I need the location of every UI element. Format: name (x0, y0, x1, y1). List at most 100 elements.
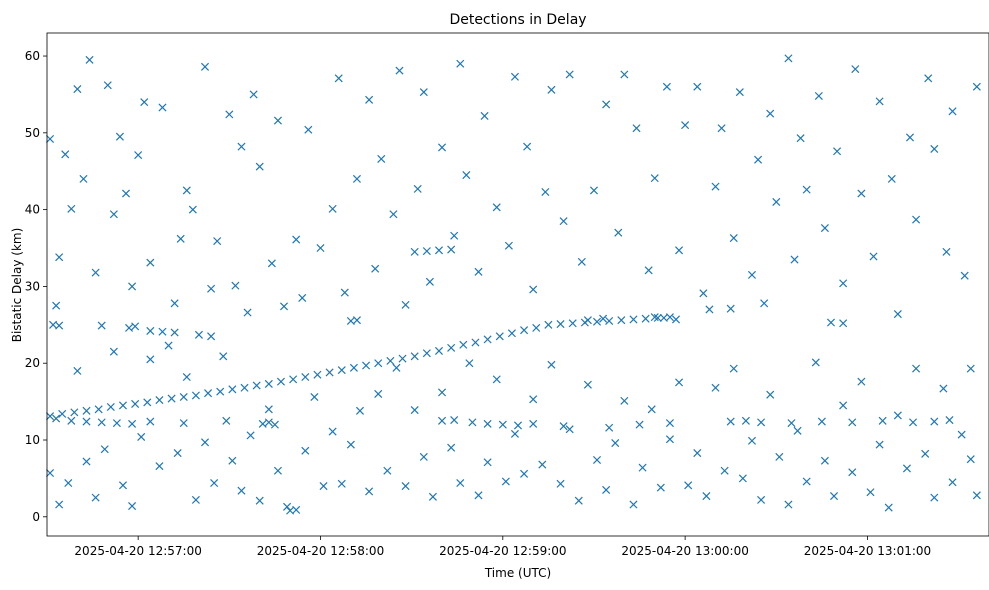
data-point (820, 456, 829, 465)
data-point (182, 373, 191, 382)
data-point (757, 495, 766, 504)
data-point (638, 463, 647, 472)
data-point (465, 359, 474, 368)
data-point (650, 313, 659, 322)
data-point (629, 500, 638, 509)
data-point (97, 321, 106, 330)
data-point (240, 383, 249, 392)
data-point (559, 422, 568, 431)
data-point (146, 326, 155, 335)
data-point (273, 116, 282, 125)
data-point (605, 423, 614, 432)
data-point (699, 289, 708, 298)
data-point (292, 505, 301, 514)
data-point (264, 379, 273, 388)
data-point (325, 368, 334, 377)
y-axis-label: Bistatic Delay (km) (10, 228, 24, 343)
data-point (592, 455, 602, 464)
data-point (146, 417, 155, 426)
data-point (857, 189, 866, 198)
data-point (605, 316, 614, 326)
data-point (617, 316, 626, 325)
data-point (73, 366, 82, 375)
data-point (97, 418, 106, 427)
data-point (158, 103, 167, 112)
data-point (377, 154, 386, 163)
data-point (255, 162, 264, 171)
data-point (447, 343, 456, 352)
data-point (589, 186, 598, 195)
data-point (471, 338, 480, 347)
data-point (772, 197, 781, 206)
data-point (243, 308, 252, 317)
data-point (352, 174, 361, 183)
data-point (386, 356, 395, 365)
data-point (52, 414, 61, 423)
data-point (301, 446, 310, 455)
data-point (410, 406, 419, 415)
data-point (70, 408, 79, 417)
data-point (137, 432, 146, 441)
data-point (599, 314, 608, 323)
data-point (480, 111, 489, 120)
data-point (574, 496, 583, 505)
data-point (121, 189, 131, 198)
x-tick-label: 2025-04-20 13:00:00 (621, 544, 748, 558)
data-point (960, 271, 969, 280)
data-point (784, 500, 793, 509)
data-point (905, 133, 915, 142)
data-point (541, 187, 550, 196)
data-point (328, 204, 337, 213)
data-point (52, 301, 61, 310)
data-point (428, 492, 437, 501)
data-point (568, 319, 577, 328)
data-point (118, 481, 127, 490)
data-point (79, 174, 88, 183)
data-point (179, 419, 188, 428)
data-point (957, 430, 966, 439)
data-point (410, 247, 419, 256)
data-point (128, 419, 137, 428)
data-point (289, 375, 298, 384)
data-point (434, 346, 444, 355)
data-point (523, 142, 532, 151)
data-point (760, 299, 769, 308)
data-point (425, 277, 434, 286)
data-point (802, 477, 811, 486)
data-point (930, 144, 939, 153)
data-point (204, 389, 213, 398)
data-point (650, 174, 659, 183)
data-point (972, 82, 981, 91)
data-point (735, 88, 744, 97)
data-point (702, 492, 711, 501)
data-point (304, 125, 313, 134)
data-point (948, 107, 957, 116)
data-point (143, 398, 152, 407)
data-point (313, 370, 322, 379)
chart-title: Detections in Delay (449, 12, 586, 28)
data-point (520, 469, 529, 478)
data-point (438, 143, 447, 152)
data-point (395, 66, 404, 75)
data-point (887, 174, 896, 183)
data-point (225, 110, 234, 119)
data-point (784, 54, 793, 63)
data-point (653, 313, 662, 322)
data-point (972, 491, 981, 500)
data-point (170, 328, 179, 337)
data-point (255, 496, 264, 505)
data-point (766, 390, 775, 399)
data-point (112, 419, 121, 428)
data-point (176, 234, 185, 243)
data-point (532, 323, 541, 332)
y-axis: 0 10 20 30 40 50 60 (25, 49, 47, 524)
data-point (711, 383, 720, 392)
y-tick-label: 20 (25, 356, 40, 370)
data-point (754, 155, 763, 164)
data-point (559, 217, 568, 226)
data-point (483, 335, 492, 344)
data-point (726, 304, 735, 313)
data-point (857, 377, 866, 386)
data-point (155, 396, 164, 405)
data-point (334, 74, 343, 83)
